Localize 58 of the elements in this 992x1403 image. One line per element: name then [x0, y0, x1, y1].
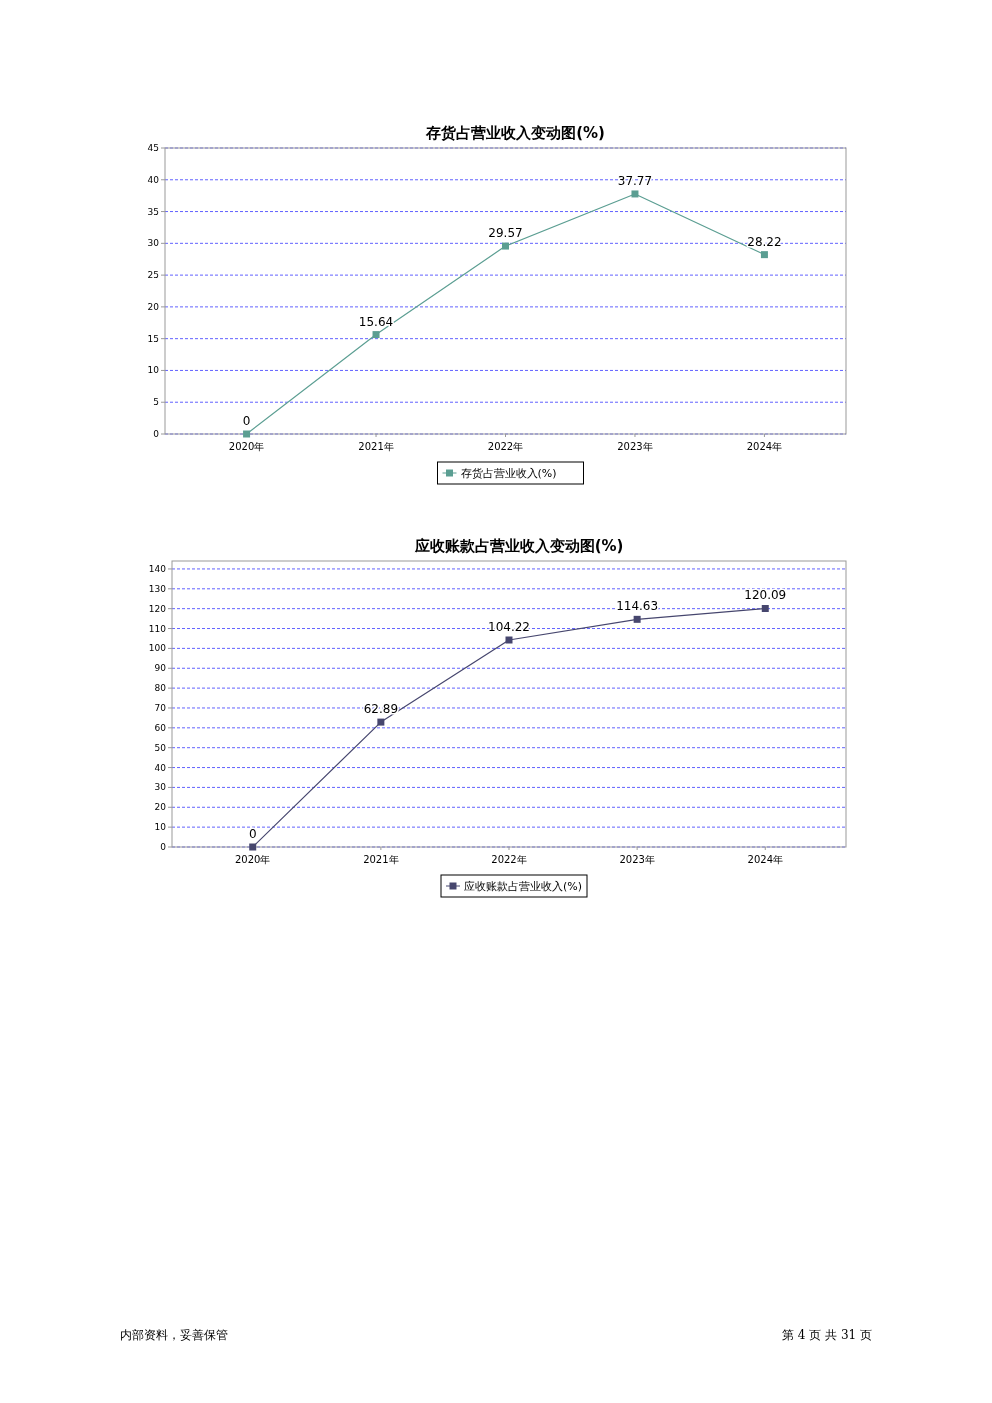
point [505, 636, 513, 644]
y-tick-label: 130 [148, 583, 167, 594]
x-tick-label: 2024年 [746, 441, 783, 452]
y-tick-label: 90 [154, 663, 167, 674]
y-tick-label: 35 [147, 206, 159, 217]
data-label: 62.89 [363, 702, 399, 717]
y-tick-label: 60 [154, 722, 167, 733]
x-tick-label: 2022年 [487, 441, 524, 452]
data-label: 37.77 [617, 173, 653, 188]
legend-label: 存货占营业收入(%) [460, 467, 557, 480]
y-tick-label: 120 [148, 603, 167, 614]
point [761, 604, 769, 612]
chart-title: 应收账款占营业收入变动图(%) [413, 537, 624, 555]
y-tick-label: 20 [154, 802, 167, 813]
point [502, 242, 509, 250]
data-label: 29.57 [488, 226, 523, 241]
point [377, 718, 385, 726]
y-tick-label: 30 [154, 782, 167, 793]
y-tick-label: 15 [147, 333, 159, 344]
x-tick-label: 2023年 [619, 854, 655, 865]
y-tick-label: 50 [154, 742, 167, 753]
data-label: 0 [242, 414, 251, 428]
x-tick-label: 2023年 [617, 441, 653, 452]
text: 第 4 页 共 31 页 [782, 1328, 872, 1342]
data-label: 114.63 [616, 599, 659, 614]
y-tick-label: 30 [147, 238, 160, 249]
data-label: 15.64 [358, 314, 394, 329]
data-label: 28.22 [747, 234, 782, 249]
y-tick-label: 0 [153, 429, 160, 439]
y-tick-label: 45 [147, 143, 159, 153]
point [760, 251, 768, 259]
y-tick-label: 10 [154, 822, 167, 833]
text: 内部资料，妥善保管 [120, 1328, 228, 1342]
y-tick-label: 40 [147, 174, 160, 185]
y-tick-label: 20 [147, 301, 160, 312]
chart-title: 存货占营业收入变动图(%) [425, 124, 605, 142]
legend-label: 应收账款占营业收入(%) [464, 880, 583, 893]
point [372, 331, 380, 339]
y-tick-label: 0 [160, 842, 167, 852]
y-tick-label: 110 [148, 623, 167, 634]
y-tick-label: 25 [147, 270, 159, 281]
x-tick-label: 2024年 [747, 854, 783, 865]
y-tick-label: 5 [153, 397, 159, 408]
x-tick-label: 2021年 [358, 441, 394, 452]
y-tick-label: 100 [148, 643, 167, 654]
point [633, 615, 641, 623]
y-tick-label: 140 [148, 563, 167, 574]
data-label: 0 [248, 827, 257, 841]
y-tick-label: 10 [147, 365, 160, 376]
point [631, 190, 639, 198]
data-label: 120.09 [744, 588, 787, 603]
y-tick-label: 80 [154, 683, 167, 694]
x-tick-label: 2022年 [491, 854, 527, 865]
y-tick-label: 70 [154, 702, 167, 713]
x-tick-label: 2020年 [235, 854, 271, 865]
x-tick-label: 2021年 [363, 854, 399, 865]
x-tick-label: 2020年 [228, 441, 265, 452]
y-tick-label: 40 [154, 762, 167, 773]
